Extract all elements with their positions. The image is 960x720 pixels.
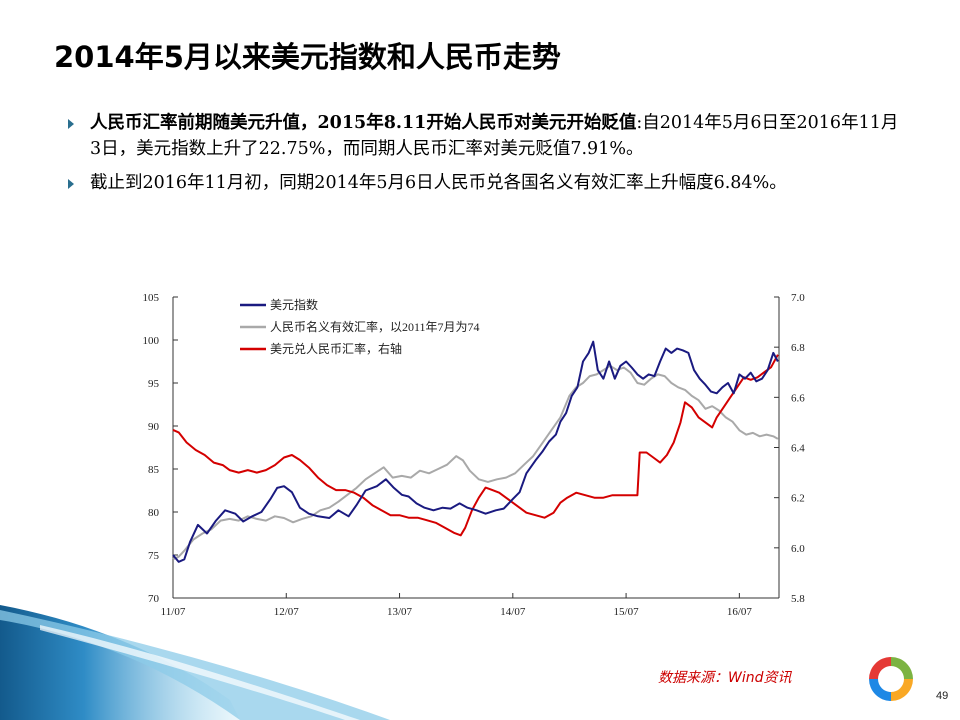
- page-number: 49: [936, 690, 949, 702]
- bullet-item-2: 截止到2016年11月初，同期2014年5月6日人民币兑各国名义有效汇率上升幅度…: [68, 170, 908, 196]
- data-source-note: 数据来源：Wind资讯: [658, 670, 792, 686]
- bullet-item-1: 人民币汇率前期随美元升值，2015年8.11开始人民币对美元开始贬值:自2014…: [68, 110, 908, 162]
- slide-title: 2014年5月以来美元指数和人民币走势: [54, 40, 561, 74]
- ring-logo-icon: [869, 657, 913, 701]
- wave-light-shape: [0, 610, 390, 720]
- bullet-2-text: 截止到2016年11月初，同期2014年5月6日人民币兑各国名义有效汇率上升幅度…: [90, 173, 787, 193]
- bullet-1-bold-text: 人民币汇率前期随美元升值，2015年8.11开始人民币对美元开始贬值: [90, 113, 637, 133]
- triangle-right-icon: [68, 179, 74, 189]
- wave-stripe-shape: [40, 625, 360, 720]
- bullet-1-text: :自2014年5月6日至2016年11月3日，美元指数上升了22.75%，而同期…: [90, 113, 899, 159]
- bullet-list: 人民币汇率前期随美元升值，2015年8.11开始人民币对美元开始贬值:自2014…: [68, 110, 908, 204]
- triangle-right-icon: [68, 119, 74, 129]
